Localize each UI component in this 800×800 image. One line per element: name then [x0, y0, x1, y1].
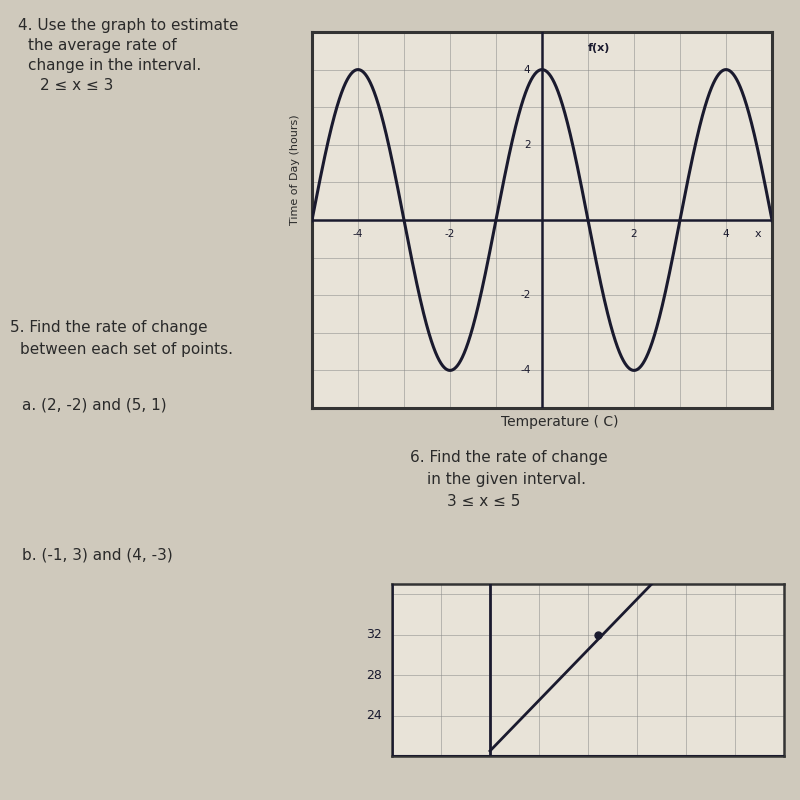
Text: 24: 24 — [366, 709, 382, 722]
Text: (000): (000) — [400, 680, 410, 710]
Text: -4: -4 — [353, 230, 363, 239]
Text: a. (2, -2) and (5, 1): a. (2, -2) and (5, 1) — [22, 398, 166, 413]
Text: change in the interval.: change in the interval. — [28, 58, 202, 73]
Text: 2: 2 — [630, 230, 638, 239]
Text: Temperature ( C): Temperature ( C) — [502, 415, 618, 429]
Text: 2: 2 — [524, 140, 530, 150]
Text: Time of Day (hours): Time of Day (hours) — [290, 114, 300, 226]
Text: 2 ≤ x ≤ 3: 2 ≤ x ≤ 3 — [40, 78, 114, 93]
Text: x: x — [755, 230, 762, 239]
Text: 3 ≤ x ≤ 5: 3 ≤ x ≤ 5 — [447, 494, 520, 509]
Text: -2: -2 — [445, 230, 455, 239]
Text: 5. Find the rate of change: 5. Find the rate of change — [10, 320, 208, 335]
Text: -4: -4 — [520, 366, 530, 375]
Text: between each set of points.: between each set of points. — [20, 342, 233, 357]
Text: 4: 4 — [524, 65, 530, 74]
Text: 4. Use the graph to estimate: 4. Use the graph to estimate — [18, 18, 238, 33]
Text: 32: 32 — [366, 628, 382, 641]
Text: -2: -2 — [520, 290, 530, 300]
Text: 4: 4 — [722, 230, 730, 239]
Text: 28: 28 — [366, 669, 382, 682]
Text: b. (-1, 3) and (4, -3): b. (-1, 3) and (4, -3) — [22, 548, 173, 563]
Text: f(x): f(x) — [588, 43, 610, 54]
Text: the average rate of: the average rate of — [28, 38, 177, 53]
Text: in the given interval.: in the given interval. — [427, 472, 586, 487]
Text: 6. Find the rate of change: 6. Find the rate of change — [410, 450, 608, 465]
